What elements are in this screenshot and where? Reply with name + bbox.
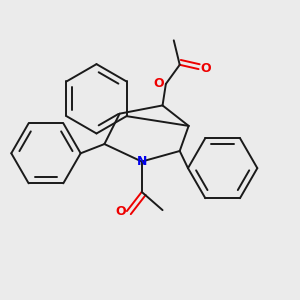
Text: N: N <box>136 155 147 168</box>
Text: O: O <box>200 62 211 75</box>
Text: O: O <box>116 205 126 218</box>
Text: O: O <box>153 77 164 91</box>
